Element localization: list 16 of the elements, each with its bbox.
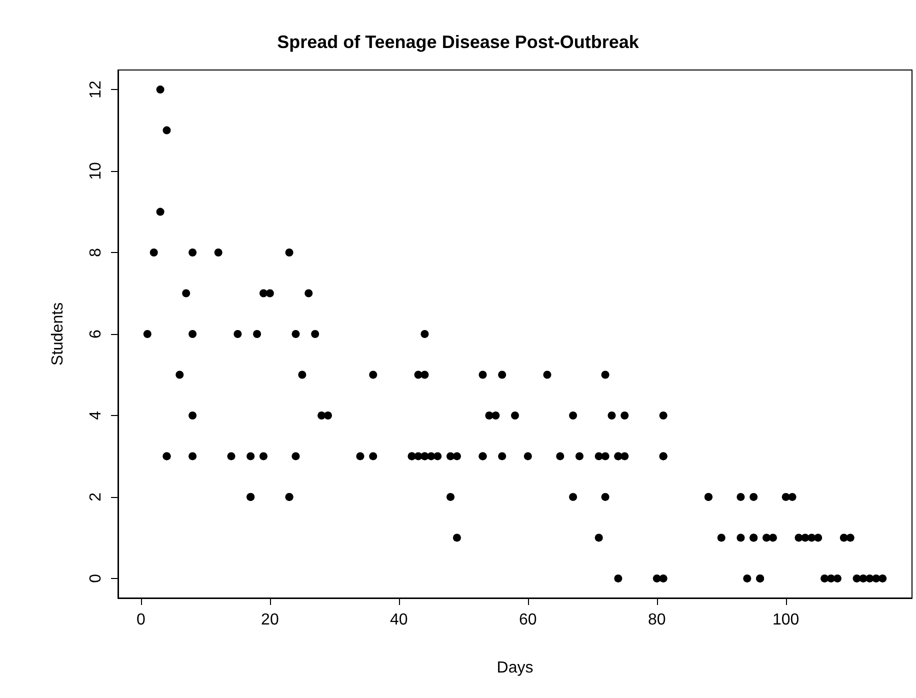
x-tick-label: 20 [261, 612, 279, 628]
x-tick-label: 80 [648, 612, 666, 628]
x-tick-label: 60 [519, 612, 537, 628]
y-axis-title: Students [50, 302, 66, 366]
y-tick-label: 2 [88, 492, 104, 502]
y-tick-label: 10 [88, 162, 104, 180]
y-tick-label: 12 [88, 80, 104, 98]
x-tick-label: 40 [390, 612, 408, 628]
x-tick-label: 0 [136, 612, 146, 628]
y-tick-label: 4 [88, 410, 104, 420]
chart-title: Spread of Teenage Disease Post-Outbreak [277, 32, 640, 52]
y-tick-label: 8 [88, 248, 104, 257]
y-tick-label: 6 [88, 329, 104, 338]
y-tick-label: 0 [88, 574, 104, 583]
x-tick-label: 100 [772, 612, 800, 628]
x-axis-title: Days [496, 660, 534, 676]
